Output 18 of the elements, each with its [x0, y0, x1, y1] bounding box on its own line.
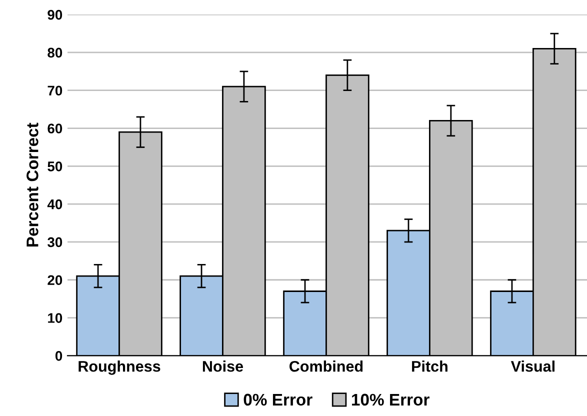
y-tick-label: 90 [48, 10, 62, 20]
y-tick-label: 30 [48, 237, 62, 248]
y-tick-label: 10 [48, 313, 62, 323]
x-tick-label: Pitch [412, 360, 448, 372]
x-tick-label: Roughness [78, 360, 160, 375]
x-tick-label: Combined [290, 360, 363, 372]
y-tick-label: 0 [55, 351, 62, 361]
y-axis-title: Percent Correct [26, 122, 38, 247]
y-tick-label: 40 [47, 199, 62, 210]
x-tick-label: Visual [510, 360, 554, 372]
y-tick-label: 80 [48, 48, 62, 58]
y-tick-label: 60 [48, 124, 62, 134]
legend-label: 10% Error [352, 394, 430, 406]
legend-label: 0% Error [244, 394, 312, 406]
y-tick-label: 50 [48, 162, 62, 172]
y-tick-label: 20 [48, 275, 62, 286]
x-tick-label: Noise [202, 360, 244, 372]
y-tick-label: 70 [48, 86, 62, 96]
